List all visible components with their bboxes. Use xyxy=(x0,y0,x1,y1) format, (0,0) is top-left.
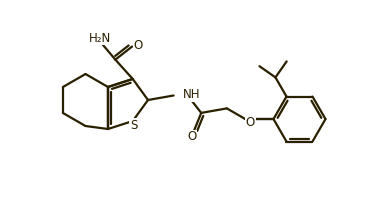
Text: H₂N: H₂N xyxy=(88,32,111,45)
Text: NH: NH xyxy=(183,88,200,101)
Text: S: S xyxy=(130,119,138,132)
Text: O: O xyxy=(246,116,255,129)
Text: O: O xyxy=(187,130,196,143)
Text: O: O xyxy=(133,39,143,52)
